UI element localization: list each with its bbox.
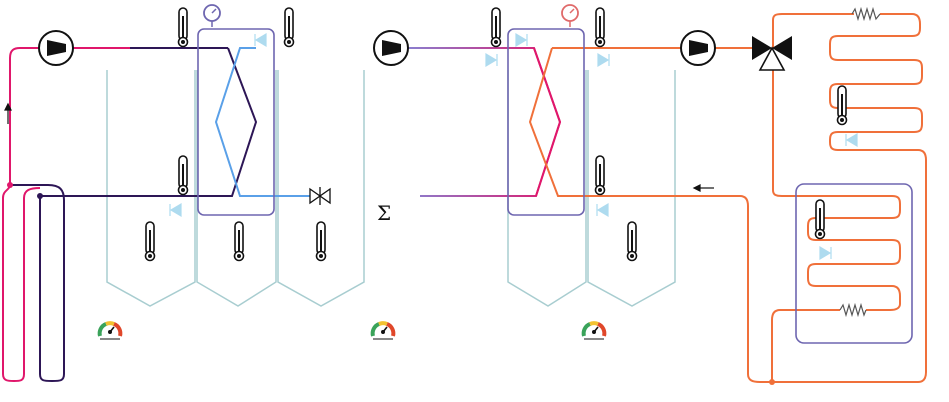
heat-exchangers [197, 28, 913, 344]
junction-dot [7, 182, 13, 188]
check-valve-icon [515, 32, 528, 48]
flow-meter-icon [370, 321, 396, 340]
tank-4 [507, 70, 587, 307]
pump-icon [38, 30, 74, 66]
thermometer-icon [177, 7, 189, 48]
thermometers [144, 7, 848, 262]
primary-circuit [9, 47, 420, 197]
ground-loops [1, 184, 190, 383]
junction-dot [37, 193, 43, 199]
loop-outer [1, 184, 41, 383]
check-valve-icon [169, 202, 182, 218]
tank-3 [277, 70, 365, 307]
flow-arrows [4, 102, 714, 192]
check-valve-icon [819, 245, 832, 261]
thermometer-icon [490, 7, 502, 48]
heating-coil [771, 13, 927, 382]
check-valve-icon [485, 52, 498, 68]
thermometer-icon [315, 221, 327, 262]
heating-elements [839, 6, 881, 318]
pumps [38, 30, 716, 66]
flow-meter-icon [97, 321, 123, 340]
check-valve-icon [254, 32, 267, 48]
storage-tanks [106, 70, 676, 307]
pressure-gauge-icon [561, 4, 579, 27]
heat-exchanger-1 [197, 28, 275, 216]
thermometer-icon [283, 7, 295, 48]
thermometer-icon [177, 155, 189, 196]
check-valve-icon [845, 132, 858, 148]
flow-meter-icon [581, 321, 607, 340]
thermometer-icon [144, 221, 156, 262]
thermometer-icon [233, 221, 245, 262]
thermometer-icon [626, 221, 638, 262]
heating-element-icon [851, 6, 881, 22]
pump-icon [373, 30, 409, 66]
pressure-gauges [203, 4, 579, 27]
pump-icon [680, 30, 716, 66]
flow-arrow-left [692, 184, 714, 192]
middle-circuit [407, 47, 927, 383]
tank-1 [106, 70, 196, 307]
tank-5 [587, 70, 676, 307]
valve-icon [309, 187, 331, 205]
check-valves [169, 32, 858, 261]
heating-element-icon [839, 302, 867, 318]
thermometer-icon [594, 155, 606, 196]
tank-2 [196, 70, 277, 307]
check-valve-icon [597, 52, 610, 68]
three-way-valve-icon [752, 36, 792, 71]
heat-exchanger-2 [507, 28, 585, 216]
sum-symbol: Σ [377, 201, 391, 225]
pressure-gauge-icon [203, 4, 221, 27]
flow-arrow-up [4, 102, 12, 124]
thermometer-icon [814, 199, 826, 240]
buffer-frame [795, 183, 913, 344]
flow-meters [97, 321, 607, 340]
check-valve-icon [596, 202, 609, 218]
thermometer-icon [836, 85, 848, 126]
thermometer-icon [594, 7, 606, 48]
junction-dot [769, 379, 775, 385]
